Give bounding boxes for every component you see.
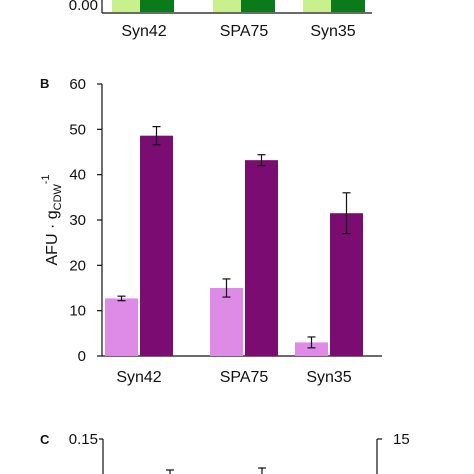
panel-b-letter: B bbox=[40, 76, 49, 91]
panel-c-left-tick: 0.15 bbox=[69, 431, 98, 448]
top-category-label: SPA75 bbox=[220, 23, 269, 40]
top-bar-syn42-light bbox=[112, 0, 140, 12]
x-tick-label: Syn35 bbox=[306, 369, 351, 386]
panel-c: C 0.15 15 bbox=[40, 431, 410, 474]
bar-syn42-s2 bbox=[140, 135, 173, 356]
bar-syn35-s1 bbox=[295, 342, 328, 356]
bar-spa75-s2 bbox=[245, 160, 278, 356]
y-axis-title-sub: CDW bbox=[52, 183, 64, 210]
top-bar-spa75-light bbox=[213, 0, 241, 12]
y-tick-label: 60 bbox=[69, 76, 86, 93]
y-axis-title-main: AFU · g bbox=[44, 210, 61, 265]
top-zero-label: 0.00 bbox=[69, 0, 98, 14]
y-tick-label: 0 bbox=[78, 348, 86, 365]
bar-syn35-s2 bbox=[330, 213, 363, 356]
top-bar-syn35-dark bbox=[331, 0, 365, 12]
top-bar-spa75-dark bbox=[241, 0, 275, 12]
y-tick-label: 10 bbox=[69, 303, 86, 320]
bar-spa75-s1 bbox=[210, 288, 243, 356]
top-category-label: Syn42 bbox=[121, 23, 166, 40]
x-tick-label: SPA75 bbox=[220, 369, 269, 386]
y-axis-title-sup: -1 bbox=[40, 175, 52, 185]
y-axis-title: AFU · gCDW-1 bbox=[40, 175, 64, 266]
top-category-label: Syn35 bbox=[310, 23, 355, 40]
panel-c-letter: C bbox=[40, 432, 50, 447]
x-tick-label: Syn42 bbox=[116, 369, 161, 386]
y-tick-label: 30 bbox=[69, 212, 86, 229]
panel-c-right-tick: 15 bbox=[393, 431, 410, 448]
y-tick-label: 50 bbox=[69, 121, 86, 138]
top-panel: 0.00 Syn42 SPA75 Syn35 bbox=[69, 0, 372, 40]
top-bar-syn42-dark bbox=[140, 0, 174, 12]
y-tick-label: 40 bbox=[69, 167, 86, 184]
panel-b-chart: 0 10 20 30 40 50 60 Syn42 SPA75 Syn35 bbox=[69, 76, 382, 386]
y-tick-label: 20 bbox=[69, 257, 86, 274]
top-bar-syn35-light bbox=[303, 0, 331, 12]
bar-syn42-s1 bbox=[105, 298, 138, 356]
panel-b-ylabel: AFU · gCDW-1 bbox=[40, 175, 64, 266]
